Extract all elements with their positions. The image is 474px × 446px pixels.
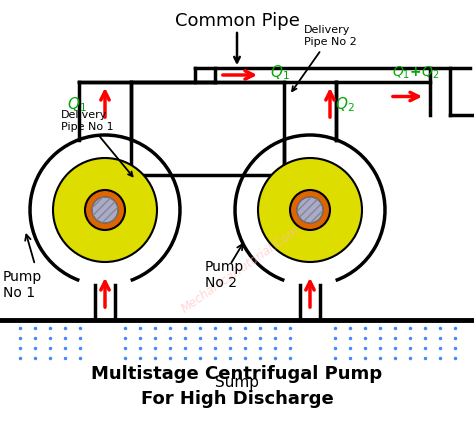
Text: $Q_2$: $Q_2$ <box>335 95 355 114</box>
Circle shape <box>92 197 118 223</box>
Text: Pump
No 2: Pump No 2 <box>205 260 244 290</box>
Circle shape <box>53 158 157 262</box>
Text: Pump
No 1: Pump No 1 <box>3 270 42 300</box>
Text: $Q_1$+$Q_2$: $Q_1$+$Q_2$ <box>392 64 439 80</box>
Text: Delivery
Pipe No 2: Delivery Pipe No 2 <box>292 25 357 91</box>
Text: Delivery
Pipe No 1: Delivery Pipe No 1 <box>61 111 133 176</box>
Text: $Q_1$: $Q_1$ <box>67 95 87 114</box>
Circle shape <box>290 190 330 230</box>
Circle shape <box>258 158 362 262</box>
Text: Sump: Sump <box>215 375 259 390</box>
Text: $Q_1$: $Q_1$ <box>270 64 290 83</box>
Circle shape <box>297 197 323 223</box>
Circle shape <box>85 190 125 230</box>
Text: MechanicalTutorial.Com: MechanicalTutorial.Com <box>179 224 301 316</box>
Text: Multistage Centrifugal Pump
For High Discharge: Multistage Centrifugal Pump For High Dis… <box>91 365 383 408</box>
Text: Common Pipe: Common Pipe <box>174 12 300 30</box>
